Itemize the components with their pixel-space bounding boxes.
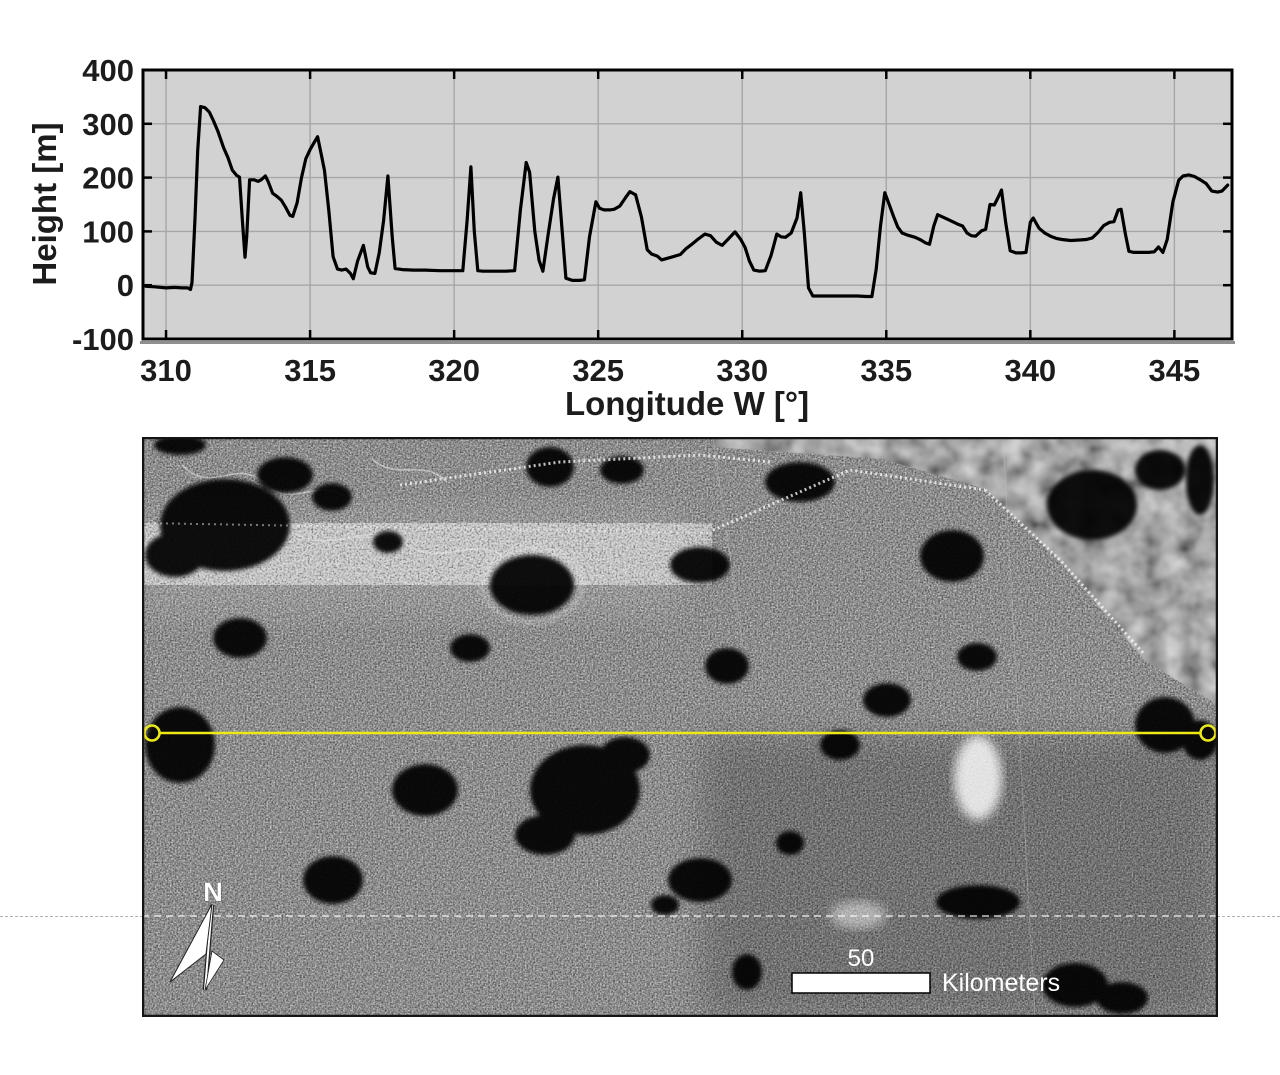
transect-endpoint-right [1199,724,1217,742]
north-arrow: N [169,877,225,991]
plot-background [143,70,1232,339]
scale-bar [791,972,931,994]
y-tick-label-0: 0 [117,268,134,303]
x-tick-label-320: 320 [428,353,480,388]
north-arrow-fin-left [169,903,213,983]
y-tick-label--100: -100 [72,322,134,357]
bright-terrain-patch-2 [830,901,886,929]
lake-bright-rim [481,547,583,623]
x-tick-label-325: 325 [572,353,624,388]
axis-box [141,68,1234,341]
north-arrow-fin-right [204,950,225,991]
y-axis-title: Height [m] [26,122,63,285]
scale-bar-group: 50 Kilometers [791,945,1060,997]
x-tick-label-345: 345 [1149,353,1201,388]
y-tick-label-400: 400 [82,53,134,88]
y-tick-label-100: 100 [82,214,134,249]
sar-map: N 50 Kilometers [141,435,1219,1018]
x-tick-label-340: 340 [1004,353,1056,388]
transect-endpoint-left [143,724,161,742]
lakes [145,435,1218,1014]
y-tick-label-200: 200 [82,161,134,196]
sar-map-svg: N 50 Kilometers [141,435,1219,1018]
x-tick-label-335: 335 [860,353,912,388]
height-profile-polyline [144,104,1230,299]
scale-bar-unit: Kilometers [942,969,1060,997]
scale-bar-value: 50 [848,945,875,972]
profile-transect [143,724,1217,742]
x-tick-label-330: 330 [716,353,768,388]
bright-terrain-patch [954,736,1002,820]
north-arrow-label: N [203,877,223,907]
x-axis-title: Longitude W [°] [565,385,809,422]
swath-seams [712,436,1036,1018]
x-tick-label-315: 315 [284,353,336,388]
map-border [141,436,1219,1018]
swath-boundaries [141,453,1147,657]
height-profile-chart-svg: 310 315 320 325 330 335 340 345 -100 0 100 200 300 40… [26,53,1235,422]
profile-line-series [144,104,1230,299]
y-tick-label-300: 300 [82,107,134,142]
tick-labels: 310 315 320 325 330 335 340 345 -100 0 100 200 300 40… [72,53,1200,388]
x-tick-label-310: 310 [140,353,192,388]
height-profile-chart: 310 315 320 325 330 335 340 345 -100 0 100 200 300 40… [0,0,1280,430]
